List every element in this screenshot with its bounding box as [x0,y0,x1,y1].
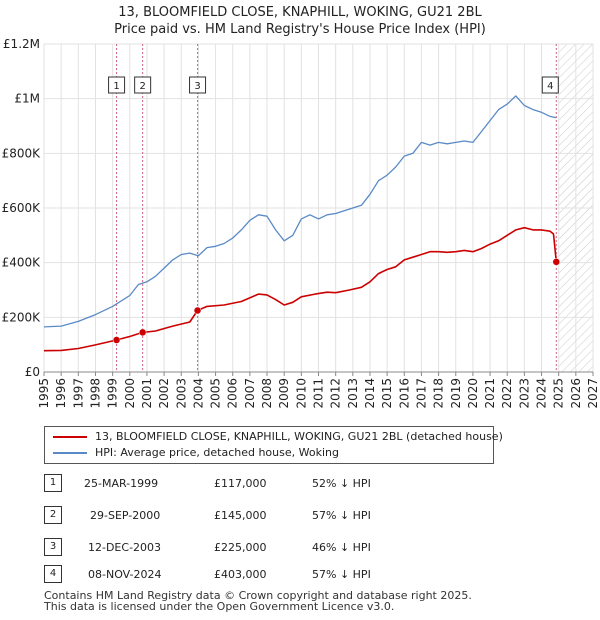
sale-point [138,328,147,337]
x-tick-label: 2021 [483,378,497,409]
x-tick-label: 2000 [123,378,137,409]
hpi-line [43,95,557,328]
transaction-date: 08-NOV-2024 [88,568,162,581]
sale-label-box [541,76,559,94]
transaction-price: £225,000 [214,541,267,554]
transaction-price: £403,000 [214,568,267,581]
x-tick-label: 2027 [586,378,600,409]
footer-line: This data is licensed under the Open Gov… [44,600,395,613]
x-tick-label: 2022 [500,378,514,409]
sale-label: 2 [139,81,145,92]
x-tick-label: 2008 [260,378,274,409]
x-tick-label: 2010 [294,378,308,409]
x-tick-label: 1995 [37,378,51,409]
transaction-date: 12-DEC-2003 [88,541,162,554]
sale-label-box [189,76,207,94]
x-tick-label: 2026 [569,378,583,409]
transaction-badge: 2 [44,506,62,524]
x-tick-label: 1998 [88,378,102,409]
chart-subtitle: Price paid vs. HM Land Registry's House … [114,22,486,37]
sale-label: 4 [547,81,553,92]
transaction-hpi-diff: 52% ↓ HPI [312,477,371,490]
x-tick-label: 2007 [243,378,257,409]
sale-point [193,306,202,315]
x-tick-label: 2014 [363,378,377,409]
legend-label-property: 13, BLOOMFIELD CLOSE, KNAPHILL, WOKING, … [95,430,503,443]
x-tick-label: 2015 [380,378,394,409]
x-tick-label: 2009 [277,378,291,409]
x-tick-label: 1996 [54,378,68,409]
y-tick-label: £400K [2,256,42,270]
transaction-badge: 4 [44,565,62,583]
footer-credits: Contains HM Land Registry data © Crown c… [44,590,472,612]
x-tick-label: 2016 [397,378,411,409]
footer-line: Contains HM Land Registry data © Crown c… [44,589,472,602]
transaction-date: 25-MAR-1999 [84,477,159,490]
y-tick-label: £0 [25,365,40,379]
x-tick-label: 2024 [535,378,549,409]
legend-swatch-property [53,436,87,438]
x-tick-label: 2003 [174,378,188,409]
y-tick-label: £800K [2,146,42,160]
x-tick-label: 2023 [517,378,531,409]
x-tick-label: 2005 [209,378,223,409]
sale-label-box [108,76,126,94]
x-tick-label: 2011 [312,378,326,409]
x-tick-label: 2004 [191,378,205,409]
property-price-line [43,226,558,352]
x-tick-label: 2002 [157,378,171,409]
chart-title-line: 13, BLOOMFIELD CLOSE, KNAPHILL, WOKING, … [118,5,482,20]
x-tick-label: 2012 [329,378,343,409]
x-tick-label: 2025 [552,378,566,409]
legend-swatch-hpi [53,452,87,454]
x-tick-label: 2017 [414,378,428,409]
transaction-hpi-diff: 57% ↓ HPI [312,509,371,522]
x-tick-label: 2020 [466,378,480,409]
legend-label-hpi: HPI: Average price, detached house, Woki… [95,446,339,459]
transaction-badge: 3 [44,538,62,556]
x-tick-label: 1999 [106,378,120,409]
transaction-badge: 1 [44,474,62,492]
transaction-date: 29-SEP-2000 [90,509,161,522]
transaction-hpi-diff: 46% ↓ HPI [312,541,371,554]
sale-label: 3 [194,81,200,92]
x-tick-label: 2018 [432,378,446,409]
x-tick-label: 2013 [346,378,360,409]
y-tick-label: £1.2M [3,37,40,51]
chart-title: 13, BLOOMFIELD CLOSE, KNAPHILL, WOKING, … [0,4,600,38]
sale-point [552,258,561,266]
sale-label-box [134,76,152,94]
transaction-price: £117,000 [214,477,267,490]
transaction-price: £145,000 [214,509,267,522]
x-tick-label: 1997 [71,378,85,409]
chart-legend: 13, BLOOMFIELD CLOSE, KNAPHILL, WOKING, … [44,426,503,464]
y-tick-label: £1M [14,92,40,106]
y-tick-label: £200K [2,310,42,324]
x-tick-label: 2006 [226,378,240,409]
x-tick-label: 2019 [449,378,463,409]
transaction-hpi-diff: 57% ↓ HPI [312,568,371,581]
y-tick-label: £600K [2,201,42,215]
sale-point [112,336,121,344]
x-tick-label: 2001 [140,378,154,409]
sale-label: 1 [113,81,119,92]
